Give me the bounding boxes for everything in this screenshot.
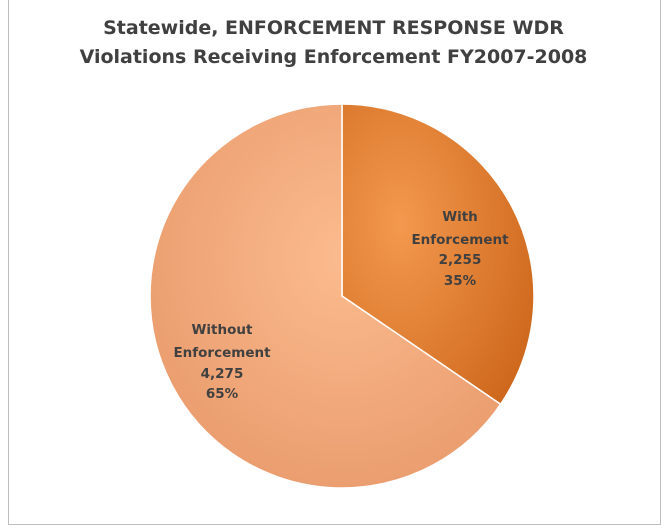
pie-slice-with-enforcement: [341, 103, 535, 406]
slice-value-without: 4,275: [201, 366, 244, 382]
slice-value-with: 2,255: [439, 252, 482, 268]
pie-slice-without-enforcement: [149, 103, 502, 489]
chart-title-line-1: Statewide, ENFORCEMENT RESPONSE WDR: [103, 17, 564, 39]
chart-title-line-2: Violations Receiving Enforcement FY2007-…: [79, 46, 588, 68]
slice-percent-without: 65%: [206, 386, 239, 402]
slice-label-without-line2: Enforcement: [173, 345, 271, 361]
chart-title: Statewide, ENFORCEMENT RESPONSE WDR Viol…: [0, 14, 667, 72]
slice-label-with-line2: Enforcement: [411, 232, 509, 248]
slice-label-with-line1: With: [442, 209, 478, 225]
slice-percent-with: 35%: [444, 273, 477, 289]
slice-label-without-line1: Without: [192, 322, 253, 338]
